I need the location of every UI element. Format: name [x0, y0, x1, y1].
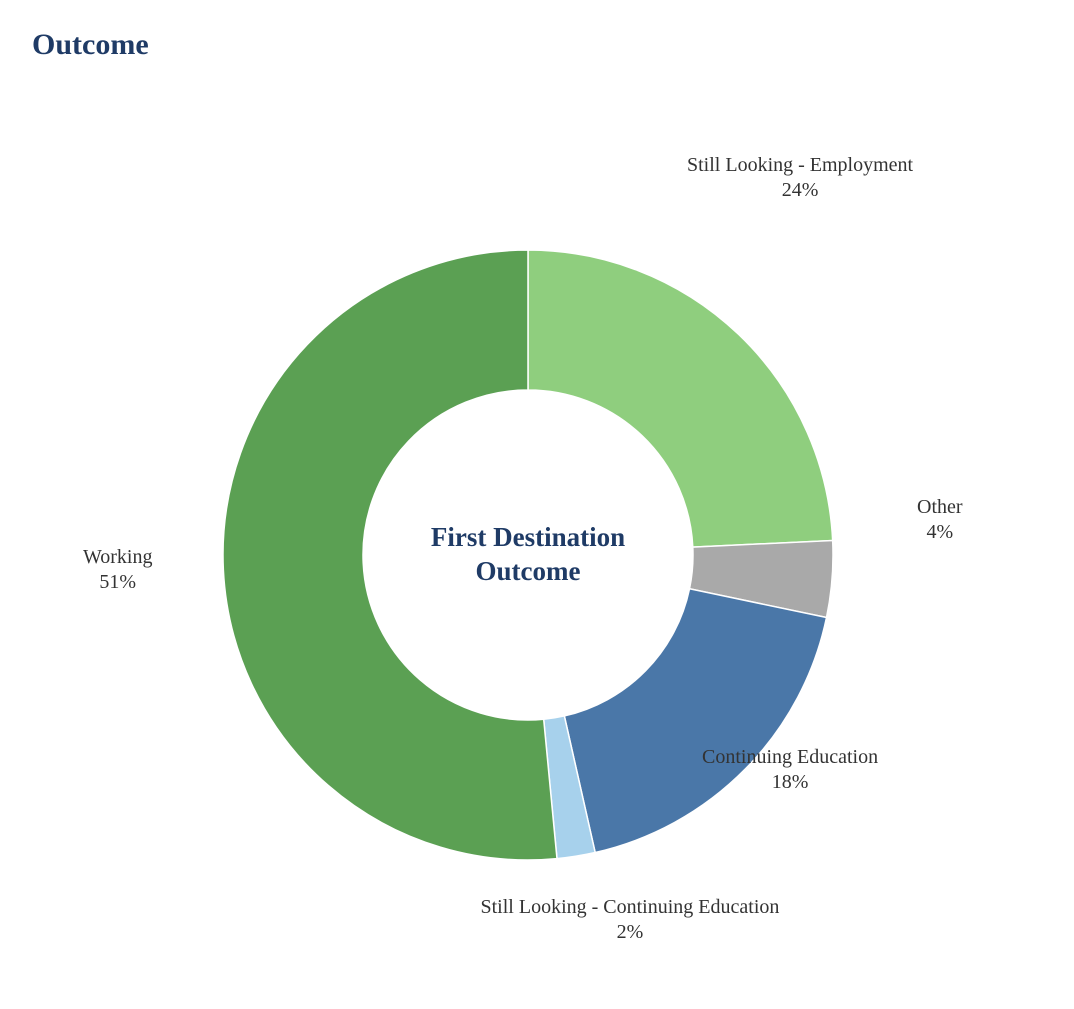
donut-slice [564, 589, 826, 853]
chart-center-title-line2: Outcome [378, 555, 678, 589]
chart-center-title-line1: First Destination [378, 521, 678, 555]
slice-label: Still Looking - Employment24% [687, 153, 913, 203]
slice-label-text: Continuing Education [702, 745, 878, 770]
slice-label: Continuing Education18% [702, 745, 878, 795]
donut-chart: First Destination Outcome Still Looking … [0, 0, 1074, 1009]
slice-label: Other4% [917, 495, 963, 545]
slice-label-text: Still Looking - Employment [687, 153, 913, 178]
slice-label-text: Other [917, 495, 963, 520]
slice-label: Still Looking - Continuing Education2% [481, 895, 780, 945]
slice-label-value: 24% [687, 178, 913, 203]
donut-svg [0, 0, 1074, 1009]
page: Outcome First Destination Outcome Still … [0, 0, 1074, 1009]
slice-label-text: Working [83, 545, 153, 570]
slice-label-value: 4% [917, 520, 963, 545]
slice-label-value: 18% [702, 770, 878, 795]
donut-slice [528, 250, 833, 547]
slice-label-value: 51% [83, 570, 153, 595]
slice-label-value: 2% [481, 920, 780, 945]
slice-label: Working51% [83, 545, 153, 595]
chart-center-title: First Destination Outcome [378, 521, 678, 589]
slice-label-text: Still Looking - Continuing Education [481, 895, 780, 920]
